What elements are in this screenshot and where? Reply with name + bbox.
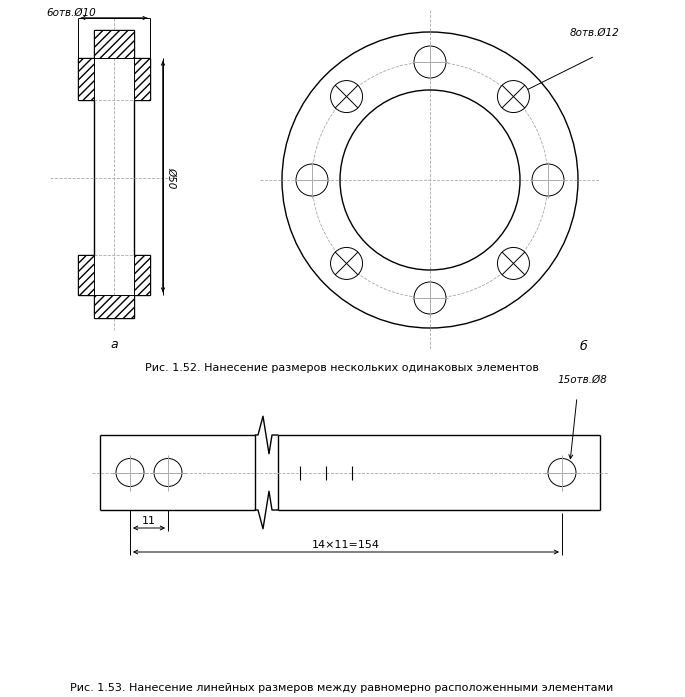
Circle shape [296, 164, 328, 196]
Circle shape [548, 459, 576, 487]
Circle shape [532, 164, 564, 196]
Text: 6отв.Ø10: 6отв.Ø10 [46, 8, 96, 18]
Bar [94, 295, 134, 318]
Text: 8отв.Ø12: 8отв.Ø12 [570, 28, 620, 38]
Text: а: а [110, 338, 118, 351]
Circle shape [331, 81, 362, 112]
Bar [94, 30, 134, 58]
Circle shape [331, 247, 362, 279]
Circle shape [116, 459, 144, 487]
Bar [134, 58, 150, 100]
Text: Ø50: Ø50 [167, 167, 177, 189]
Bar [134, 255, 150, 295]
Text: Рис. 1.52. Нанесение размеров нескольких одинаковых элементов: Рис. 1.52. Нанесение размеров нескольких… [145, 363, 539, 373]
Text: б: б [579, 340, 587, 353]
Text: Рис. 1.53. Нанесение линейных размеров между равномерно расположенными элементам: Рис. 1.53. Нанесение линейных размеров м… [71, 683, 614, 693]
Text: 14×11=154: 14×11=154 [312, 540, 380, 550]
Text: 15отв.Ø8: 15отв.Ø8 [557, 375, 607, 385]
Circle shape [414, 282, 446, 314]
Text: 11: 11 [142, 516, 156, 526]
Circle shape [154, 459, 182, 487]
Circle shape [497, 247, 530, 279]
Circle shape [497, 81, 530, 112]
Bar [78, 58, 94, 100]
Circle shape [414, 46, 446, 78]
Bar [78, 255, 94, 295]
